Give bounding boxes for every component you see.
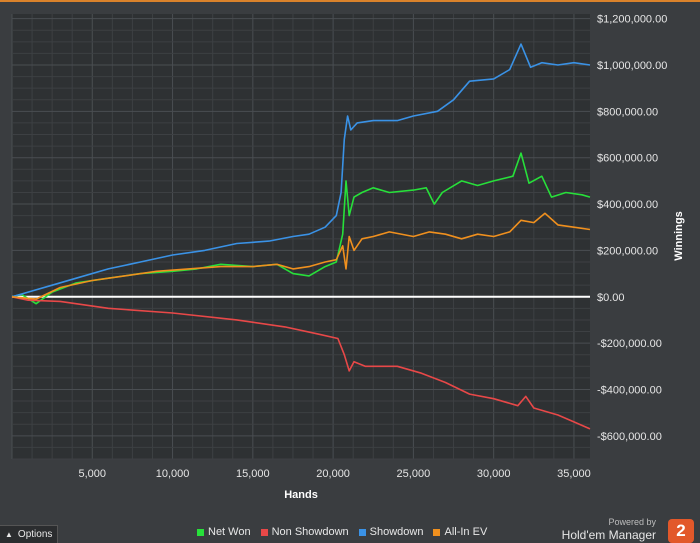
y-axis-title: Winnings — [673, 211, 685, 260]
legend-item-showdown[interactable]: Showdown — [358, 526, 424, 538]
legend-item-all-in-ev[interactable]: All-In EV — [433, 526, 487, 538]
legend-swatch — [433, 528, 441, 536]
legend-swatch — [197, 528, 204, 536]
y-tick-label: -$400,000.00 — [597, 384, 662, 396]
legend-swatch — [358, 528, 366, 536]
legend-label: All-In EV — [444, 526, 488, 538]
x-tick-labels: 5,000 10,000 15,000 20,000 25,000 30,000 35,00… — [79, 468, 591, 480]
x-axis-title: Hands — [284, 489, 318, 501]
x-tick-label: 20,000 — [316, 468, 350, 480]
legend-item-net-won[interactable]: Net Won — [197, 526, 251, 538]
powered-by-text: Powered by — [608, 517, 656, 527]
x-tick-label: 10,000 — [156, 468, 190, 480]
x-tick-label: 5,000 — [79, 468, 107, 480]
brand-name: Hold'em Manager — [561, 528, 656, 542]
hem-logo-icon: 2 — [668, 519, 694, 543]
x-tick-label: 15,000 — [236, 468, 270, 480]
x-tick-label: 25,000 — [397, 468, 431, 480]
y-tick-label: $400,000.00 — [597, 199, 658, 211]
y-tick-labels: $1,200,000.00 $1,000,000.00 $800,000.00 $60… — [597, 14, 667, 443]
y-tick-label: $800,000.00 — [597, 106, 658, 118]
x-tick-label: 30,000 — [477, 468, 511, 480]
y-tick-label: $200,000.00 — [597, 245, 658, 257]
legend-label: Net Won — [208, 526, 251, 538]
y-tick-label: -$600,000.00 — [597, 431, 662, 443]
top-accent-line — [0, 0, 700, 2]
y-tick-label: $1,000,000.00 — [597, 60, 667, 72]
legend-swatch — [260, 528, 268, 536]
plot-area — [12, 14, 590, 459]
chart-legend: Net Won Non Showdown Showdown All-In EV — [197, 526, 487, 538]
chevron-up-icon: ▲ — [5, 530, 13, 539]
series-layer — [11, 43, 591, 430]
y-tick-label: $600,000.00 — [597, 153, 658, 165]
options-label: Options — [17, 529, 53, 540]
y-tick-label: -$200,000.00 — [597, 338, 662, 350]
y-tick-label: $0.00 — [597, 292, 625, 304]
legend-label: Showdown — [369, 526, 424, 538]
series-line-showdown — [11, 43, 591, 298]
series-line-all-in-ev — [11, 212, 591, 300]
legend-item-non-showdown[interactable]: Non Showdown — [260, 526, 349, 538]
x-tick-label: 35,000 — [557, 468, 591, 480]
series-line-non-showdown — [11, 296, 591, 430]
y-tick-label: $1,200,000.00 — [597, 14, 667, 26]
options-button[interactable]: ▲ Options — [0, 525, 58, 543]
legend-label: Non Showdown — [271, 526, 349, 538]
